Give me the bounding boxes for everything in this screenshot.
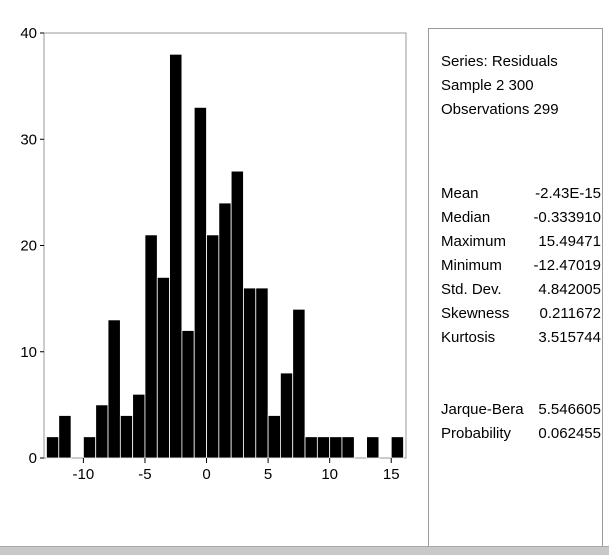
histogram-bar xyxy=(181,330,195,459)
x-axis: -10 -5 0 5 10 15 xyxy=(73,458,400,483)
stat-row-kurtosis: Kurtosis 3.515744 xyxy=(441,329,601,346)
histogram-bar xyxy=(267,415,281,459)
statistics-panel: Series: Residuals Sample 2 300 Observati… xyxy=(428,28,603,547)
histogram-bar xyxy=(243,287,257,459)
y-tick-label: 40 xyxy=(20,25,37,42)
stat-key: Std. Dev. xyxy=(441,281,502,298)
histogram-bar xyxy=(280,372,294,459)
stat-key: Kurtosis xyxy=(441,329,496,346)
sample-label: Sample 2 300 xyxy=(441,77,534,94)
histogram-bar xyxy=(58,415,72,459)
stat-row-skewness: Skewness 0.211672 xyxy=(441,305,601,322)
histogram-bar xyxy=(95,404,109,459)
histogram-bar xyxy=(390,436,404,459)
stat-row-std-dev: Std. Dev. 4.842005 xyxy=(441,281,601,298)
histogram-bar xyxy=(132,393,146,459)
stat-key: Mean xyxy=(441,185,479,202)
stat-key: Maximum xyxy=(441,233,507,250)
window-status-bar xyxy=(0,546,609,555)
histogram-bar xyxy=(341,436,355,459)
y-tick-label: 30 xyxy=(20,131,37,148)
stat-row-mean: Mean -2.43E-15 xyxy=(441,185,601,202)
histogram-bar xyxy=(366,436,380,459)
histogram-bar xyxy=(46,436,60,459)
x-tick-label: 15 xyxy=(383,466,400,483)
stat-row-minimum: Minimum -12.47019 xyxy=(441,257,601,274)
histogram-bar xyxy=(107,319,121,459)
histogram-bar xyxy=(119,415,134,459)
stat-row-jarque-bera: Jarque-Bera 5.546605 xyxy=(441,401,601,418)
observations-label: Observations 299 xyxy=(441,101,559,118)
series-label: Series: Residuals xyxy=(441,53,558,70)
stat-key: Jarque-Bera xyxy=(441,401,524,418)
stat-value: 0.062455 xyxy=(538,425,601,442)
stat-value: -12.47019 xyxy=(533,257,601,274)
stat-value: 15.49471 xyxy=(538,233,601,250)
x-tick-label: 5 xyxy=(264,466,272,483)
histogram-bar xyxy=(144,234,158,459)
stat-key: Minimum xyxy=(441,257,502,274)
histogram-bar xyxy=(156,276,170,459)
stat-key: Probability xyxy=(441,425,512,442)
stat-key: Skewness xyxy=(441,305,510,322)
y-axis: 0 10 20 30 40 xyxy=(20,25,44,467)
histogram-bar xyxy=(230,170,244,459)
stat-value: 0.211672 xyxy=(539,305,601,322)
stat-value: 3.515744 xyxy=(538,329,601,346)
stat-value: 5.546605 xyxy=(538,401,601,418)
x-tick-label: -5 xyxy=(138,466,151,483)
histogram-bar xyxy=(255,287,269,459)
histogram-bar xyxy=(292,308,306,459)
histogram-bar xyxy=(316,436,331,459)
histogram-chart: 0 10 20 30 40 -10 -5 0 5 10 15 xyxy=(20,25,407,483)
histogram-bar xyxy=(193,106,207,459)
histogram-bar xyxy=(169,53,183,459)
histogram-bar xyxy=(206,234,220,459)
stat-key: Median xyxy=(441,209,491,226)
histogram-bar xyxy=(304,436,318,459)
histogram-bar xyxy=(218,202,232,459)
y-tick-label: 0 xyxy=(29,450,37,467)
x-tick-label: 10 xyxy=(321,466,338,483)
y-tick-label: 10 xyxy=(20,344,37,361)
histogram-bar xyxy=(83,436,97,459)
stat-row-maximum: Maximum 15.49471 xyxy=(441,233,601,250)
stat-row-median: Median -0.333910 xyxy=(441,209,601,226)
x-tick-label: -10 xyxy=(73,466,95,483)
stat-value: -2.43E-15 xyxy=(535,185,601,202)
y-tick-label: 20 xyxy=(20,238,37,255)
histogram-bars xyxy=(46,53,404,459)
stat-value: 4.842005 xyxy=(538,281,601,298)
x-tick-label: 0 xyxy=(202,466,210,483)
stat-row-probability: Probability 0.062455 xyxy=(441,425,601,442)
stat-value: -0.333910 xyxy=(533,209,601,226)
histogram-bar xyxy=(329,436,343,459)
